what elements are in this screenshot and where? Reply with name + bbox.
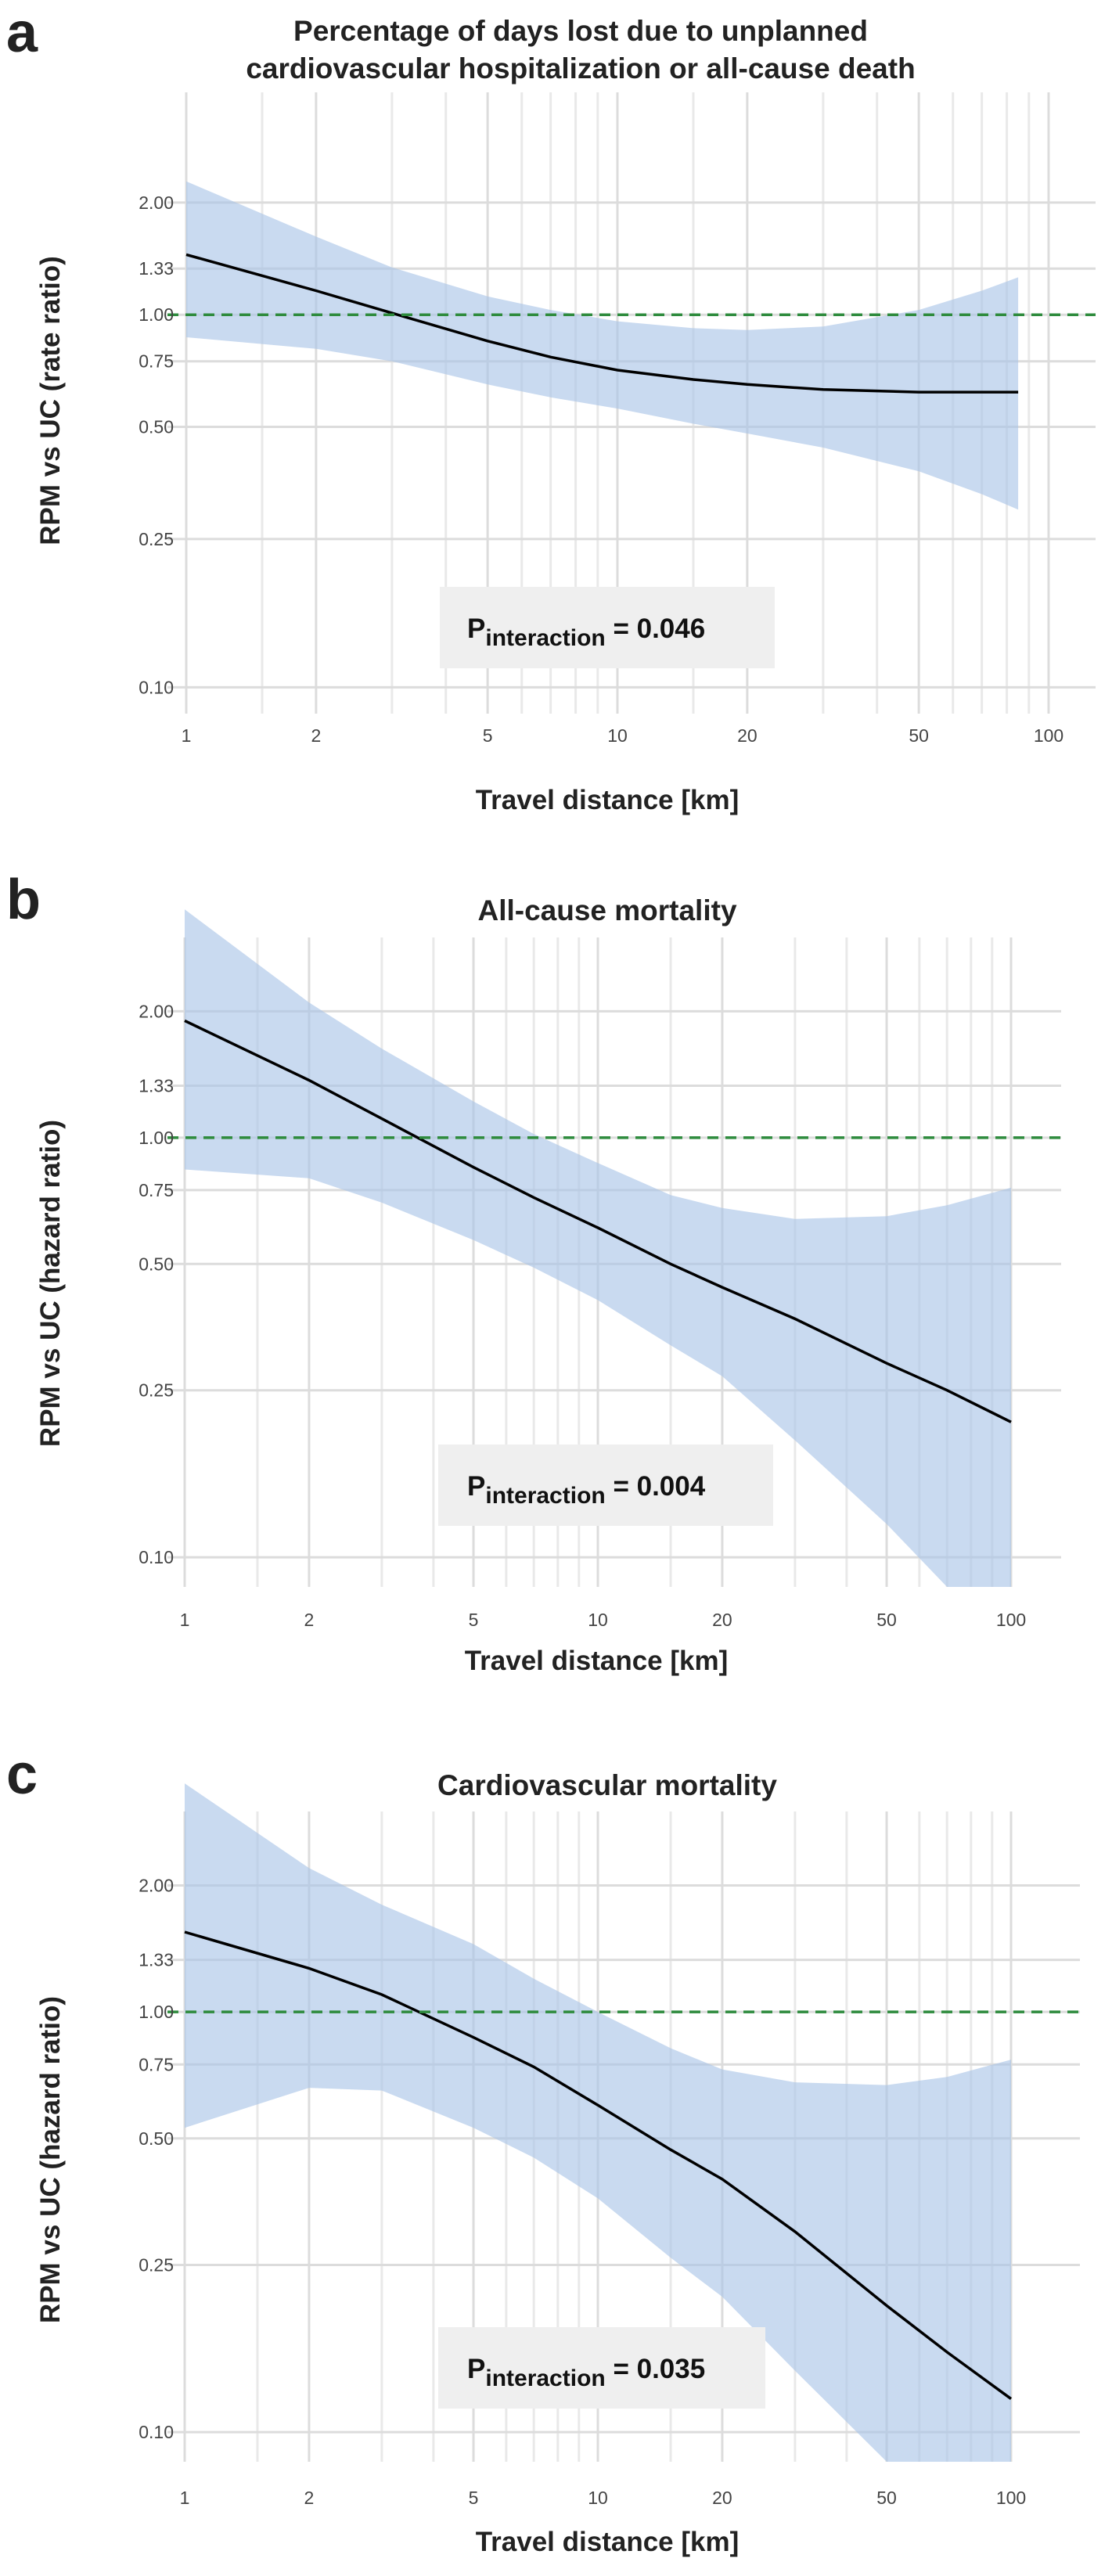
- x-tick-label: 100: [996, 1610, 1026, 1630]
- panel-c: c Cardiovascular mortality 0.10 0.25 0.50 0…: [0, 1722, 1112, 2576]
- y-tick-label: 2.00: [139, 1001, 174, 1021]
- y-tick-label: 2.00: [139, 192, 174, 213]
- x-axis-label: Travel distance [km]: [476, 785, 740, 815]
- x-tick-label: 50: [876, 2488, 897, 2508]
- x-tick-label: 2: [304, 1610, 315, 1630]
- y-tick-label: 0.50: [139, 2128, 174, 2149]
- x-tick-label: 10: [607, 725, 628, 746]
- panel-letter: a: [6, 2, 38, 64]
- chart-title: All-cause mortality: [477, 894, 736, 926]
- y-tick-label: 0.50: [139, 1254, 174, 1274]
- y-tick-label: 0.25: [139, 2254, 174, 2275]
- x-tick-label: 2: [304, 2488, 315, 2508]
- y-tick-label: 1.33: [139, 258, 174, 279]
- confidence-band: [185, 909, 1011, 1587]
- chart-title: Percentage of days lost due to unplanned: [293, 15, 868, 47]
- x-tick-label: 100: [996, 2488, 1026, 2508]
- p-interaction-box: [438, 1445, 773, 1526]
- y-axis-label: RPM vs UC (hazard ratio): [35, 1996, 66, 2323]
- y-tick-label: 0.50: [139, 417, 174, 437]
- p-interaction-box: [440, 587, 775, 668]
- y-tick-label: 0.10: [139, 1547, 174, 1567]
- chart-b: b All-cause mortality 0.10 0.25 0.50 0.75 1.…: [6, 869, 1061, 1676]
- x-tick-label: 10: [588, 1610, 608, 1630]
- p-interaction-label: Pinteraction = 0.046: [467, 613, 705, 651]
- x-tick-label: 50: [909, 725, 929, 746]
- y-tick-label: 0.75: [139, 351, 174, 372]
- p-interaction-box: [438, 2327, 765, 2409]
- x-axis-label: Travel distance [km]: [476, 2527, 740, 2557]
- x-tick-label: 20: [737, 725, 758, 746]
- x-tick-label: 50: [876, 1610, 897, 1630]
- confidence-band: [185, 1783, 1011, 2462]
- y-tick-label: 0.25: [139, 1380, 174, 1401]
- y-tick-label: 0.25: [139, 529, 174, 549]
- y-tick-label: 1.00: [139, 304, 174, 325]
- p-interaction-label: Pinteraction = 0.035: [467, 2354, 705, 2391]
- y-tick-label: 0.10: [139, 677, 174, 697]
- x-tick-label: 5: [469, 1610, 479, 1630]
- chart-title: Cardiovascular mortality: [437, 1769, 777, 1801]
- y-tick-label: 0.10: [139, 2422, 174, 2442]
- panel-b: b All-cause mortality 0.10 0.25 0.50 0.75 1.…: [0, 845, 1112, 1722]
- panel-letter: c: [6, 1743, 38, 1806]
- x-tick-label: 1: [180, 2488, 190, 2508]
- panel-a: a Percentage of days lost due to unplann…: [0, 0, 1112, 845]
- x-tick-label: 10: [588, 2488, 608, 2508]
- x-tick-label: 1: [180, 1610, 190, 1630]
- confidence-band: [186, 181, 1019, 510]
- y-tick-label: 1.33: [139, 1950, 174, 1970]
- x-tick-label: 1: [182, 725, 192, 746]
- x-tick-label: 2: [311, 725, 321, 746]
- x-tick-label: 5: [483, 725, 493, 746]
- y-tick-label: 1.00: [139, 1128, 174, 1148]
- chart-c: c Cardiovascular mortality 0.10 0.25 0.50 0…: [6, 1743, 1080, 2557]
- y-axis-label: RPM vs UC (hazard ratio): [35, 1120, 66, 1447]
- x-tick-label: 20: [712, 2488, 732, 2508]
- estimate-line: [185, 253, 1019, 394]
- x-tick-label: 5: [469, 2488, 479, 2508]
- y-tick-label: 0.75: [139, 1180, 174, 1200]
- estimate-line: [184, 1019, 1012, 1423]
- x-tick-label: 20: [712, 1610, 732, 1630]
- estimate-line: [184, 1930, 1013, 2401]
- y-tick-label: 1.00: [139, 2002, 174, 2022]
- p-interaction-label: Pinteraction = 0.004: [467, 1471, 706, 1509]
- x-axis-label: Travel distance [km]: [465, 1646, 729, 1676]
- y-tick-label: 1.33: [139, 1075, 174, 1096]
- y-tick-label: 0.75: [139, 2054, 174, 2074]
- y-tick-label: 2.00: [139, 1876, 174, 1896]
- panel-letter: b: [6, 869, 41, 931]
- chart-a: a Percentage of days lost due to unplann…: [6, 2, 1096, 815]
- y-axis-label: RPM vs UC (rate ratio): [35, 256, 66, 545]
- chart-title-line2: cardiovascular hospitalization or all-ca…: [246, 52, 915, 85]
- x-tick-label: 100: [1034, 725, 1063, 746]
